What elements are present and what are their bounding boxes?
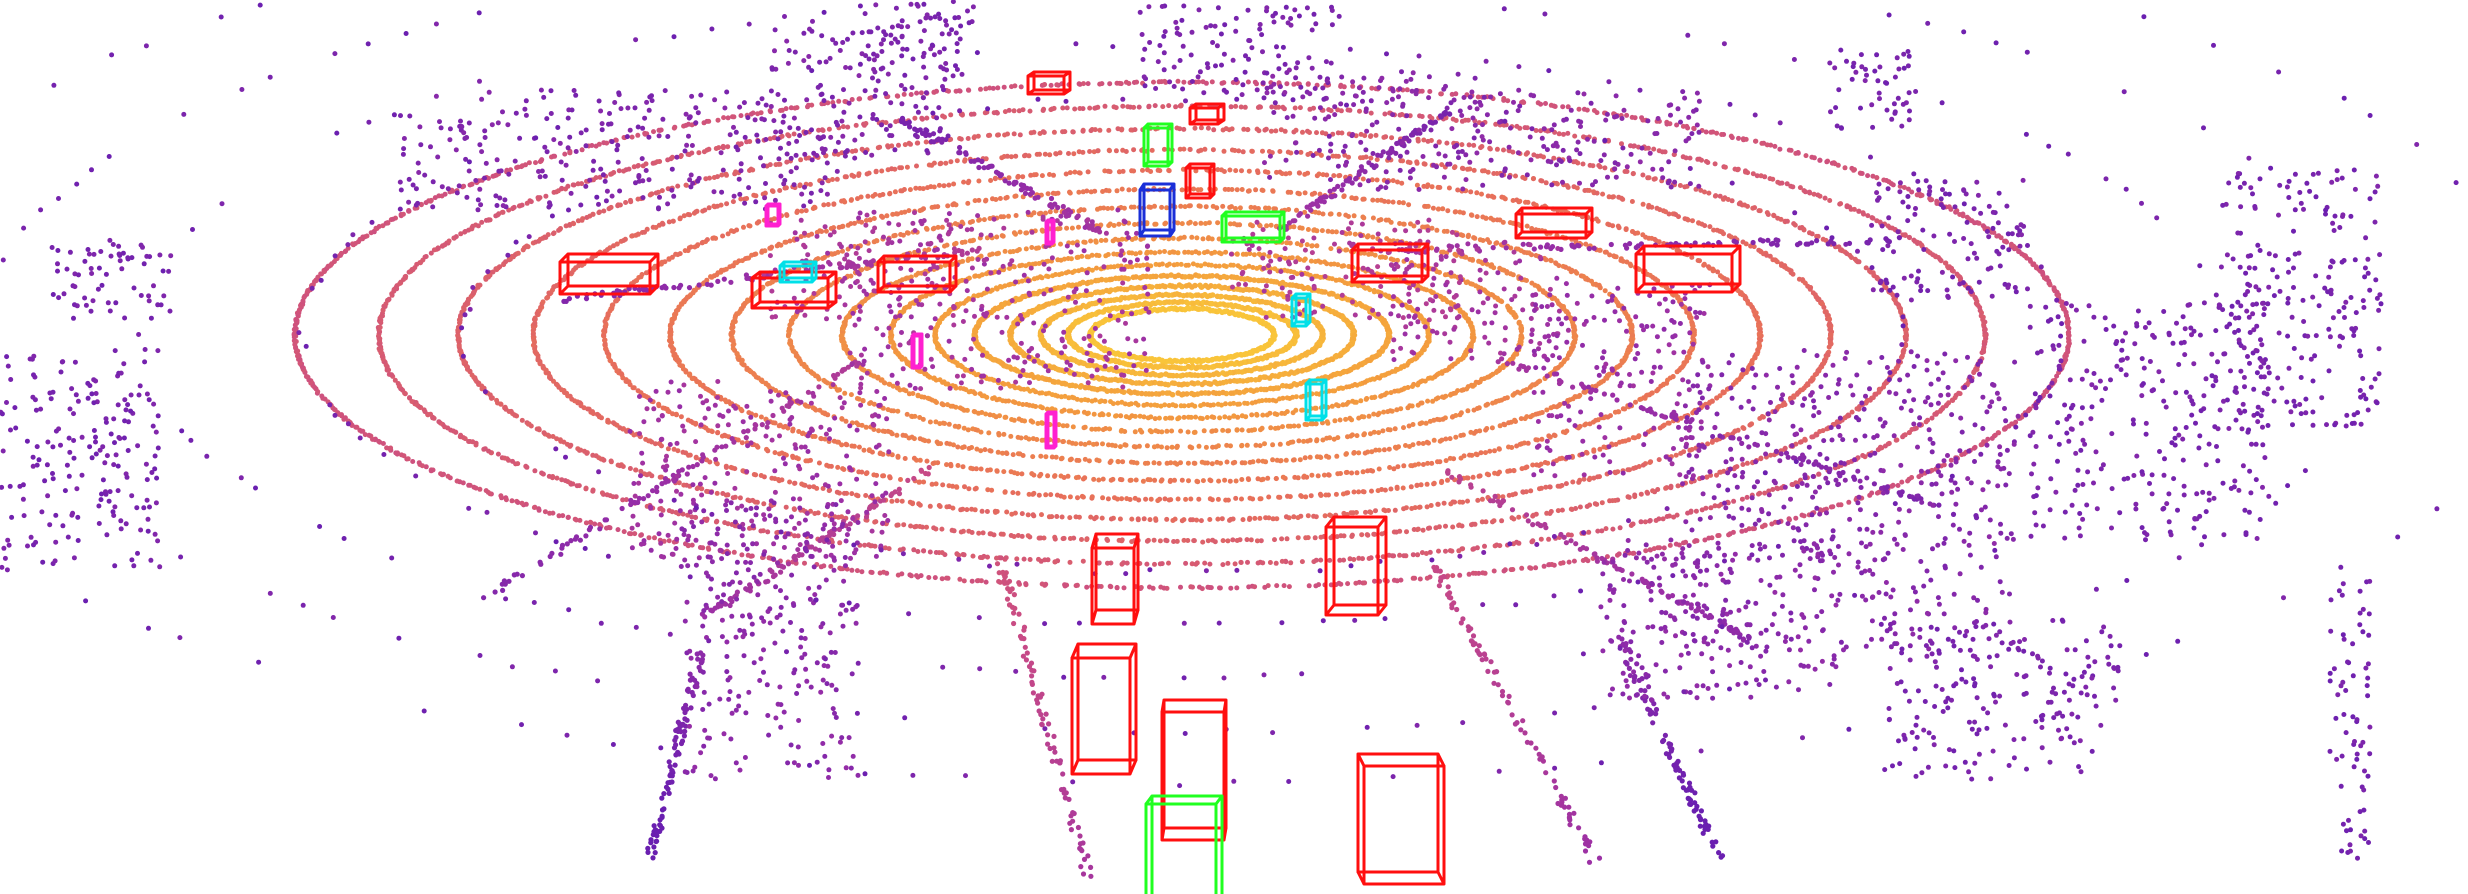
car-bounding-box [1026,70,1072,96]
bounding-boxes [558,70,1742,894]
pedestrian-bounding-box [778,260,818,284]
pedestrian-bounding-box [1290,292,1312,328]
cone-bounding-box [764,202,782,228]
car-bounding-box [1188,102,1226,126]
bicycle-bounding-box [1142,122,1174,168]
lidar-points [0,0,2459,879]
truck-bounding-box [1138,182,1176,238]
cone-bounding-box [1044,218,1056,246]
car-bounding-box [1356,752,1446,886]
car-bounding-box [1090,532,1140,626]
car-bounding-box [1184,162,1216,200]
car-bounding-box [1514,206,1594,240]
bicycle-bounding-box [1220,210,1286,244]
car-bounding-box [1070,642,1138,776]
car-bounding-box [876,254,958,294]
car-bounding-box [1350,242,1430,284]
car-bounding-box [1324,515,1388,617]
cone-bounding-box [1044,410,1058,450]
bicycle-bounding-box [1144,794,1224,894]
car-bounding-box [558,252,660,296]
car-bounding-box [1634,244,1742,294]
pedestrian-bounding-box [1304,378,1328,422]
cone-bounding-box [910,332,924,370]
